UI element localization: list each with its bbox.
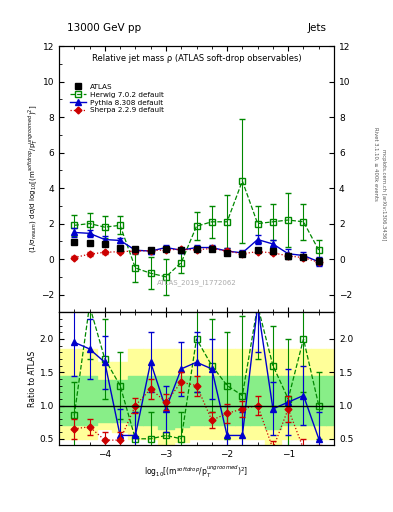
Text: Rivet 3.1.10, ≥ 400k events: Rivet 3.1.10, ≥ 400k events [374, 127, 378, 201]
Text: Relative jet mass ρ (ATLAS soft-drop observables): Relative jet mass ρ (ATLAS soft-drop obs… [92, 54, 301, 63]
Text: 13000 GeV pp: 13000 GeV pp [67, 23, 141, 33]
Text: mcplots.cern.ch [arXiv:1306.3436]: mcplots.cern.ch [arXiv:1306.3436] [381, 149, 386, 240]
Y-axis label: Ratio to ATLAS: Ratio to ATLAS [28, 351, 37, 407]
Legend: ATLAS, Herwig 7.0.2 default, Pythia 8.308 default, Sherpa 2.2.9 default: ATLAS, Herwig 7.0.2 default, Pythia 8.30… [68, 81, 166, 116]
Text: Jets: Jets [307, 23, 326, 33]
Y-axis label: (1/σ$_{resum}$) dσ/d log$_{10}$[(m$^{soft drop}$/p$_T^{ungroomed}$)$^2$]: (1/σ$_{resum}$) dσ/d log$_{10}$[(m$^{sof… [26, 105, 40, 253]
Text: ATLAS_2019_I1772062: ATLAS_2019_I1772062 [157, 280, 236, 286]
X-axis label: log$_{10}$[(m$^{soft drop}$/p$_T^{ungroomed}$)$^2$]: log$_{10}$[(m$^{soft drop}$/p$_T^{ungroo… [144, 463, 249, 480]
